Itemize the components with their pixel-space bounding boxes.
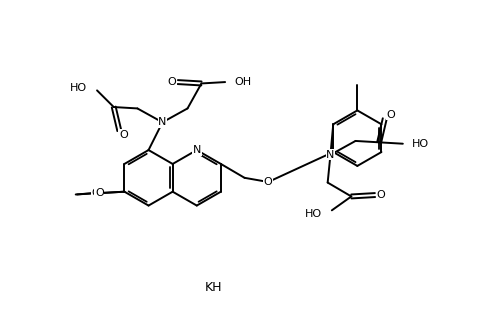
Text: HO: HO xyxy=(305,209,322,219)
Text: HO: HO xyxy=(70,84,87,93)
Text: O: O xyxy=(377,190,385,200)
Text: O: O xyxy=(386,110,395,120)
Text: HO: HO xyxy=(412,139,429,149)
Text: N: N xyxy=(158,117,167,127)
Text: KH: KH xyxy=(205,281,222,294)
Text: O: O xyxy=(91,188,100,198)
Text: O: O xyxy=(95,188,104,198)
Text: O: O xyxy=(119,130,128,140)
Text: O: O xyxy=(168,77,176,87)
Text: N: N xyxy=(326,150,335,160)
Text: O: O xyxy=(264,177,273,187)
Text: OH: OH xyxy=(234,77,251,87)
Text: N: N xyxy=(192,145,201,155)
